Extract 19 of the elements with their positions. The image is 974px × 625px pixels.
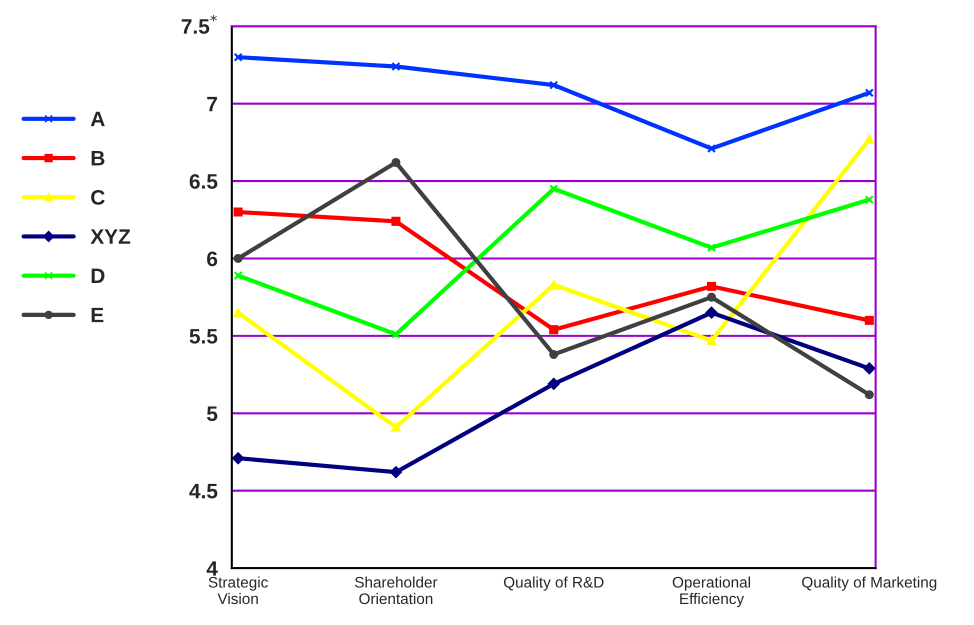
y-tick-label: 6 [207,251,218,266]
x-tick-label: Shareholder Orientation [355,576,438,604]
legend-label: B [92,150,104,166]
x-tick-label: Quality of R&D [504,576,604,591]
x-tick-label: Strategic Vision [208,576,268,604]
y-tick-label: 4 [206,561,218,576]
y-tick-label: 7 [207,96,218,112]
legend-label: C [91,190,105,205]
x-tick-label: Quality of Marketing [802,576,936,591]
y-tick-label: 7.5$^{*}$ [182,14,217,34]
legend-label: E [92,308,104,322]
y-tick-label: 5 [206,406,218,422]
legend-label: D [92,268,104,283]
x-tick-label: Operational Efficiency [672,576,750,608]
y-tick-label: 5.5 [190,329,218,344]
legend-label: A [90,112,105,126]
y-tick-label: 6.5 [190,174,218,189]
y-tick-label: 4.5 [189,484,218,498]
legend-label: XYZ [90,229,130,244]
